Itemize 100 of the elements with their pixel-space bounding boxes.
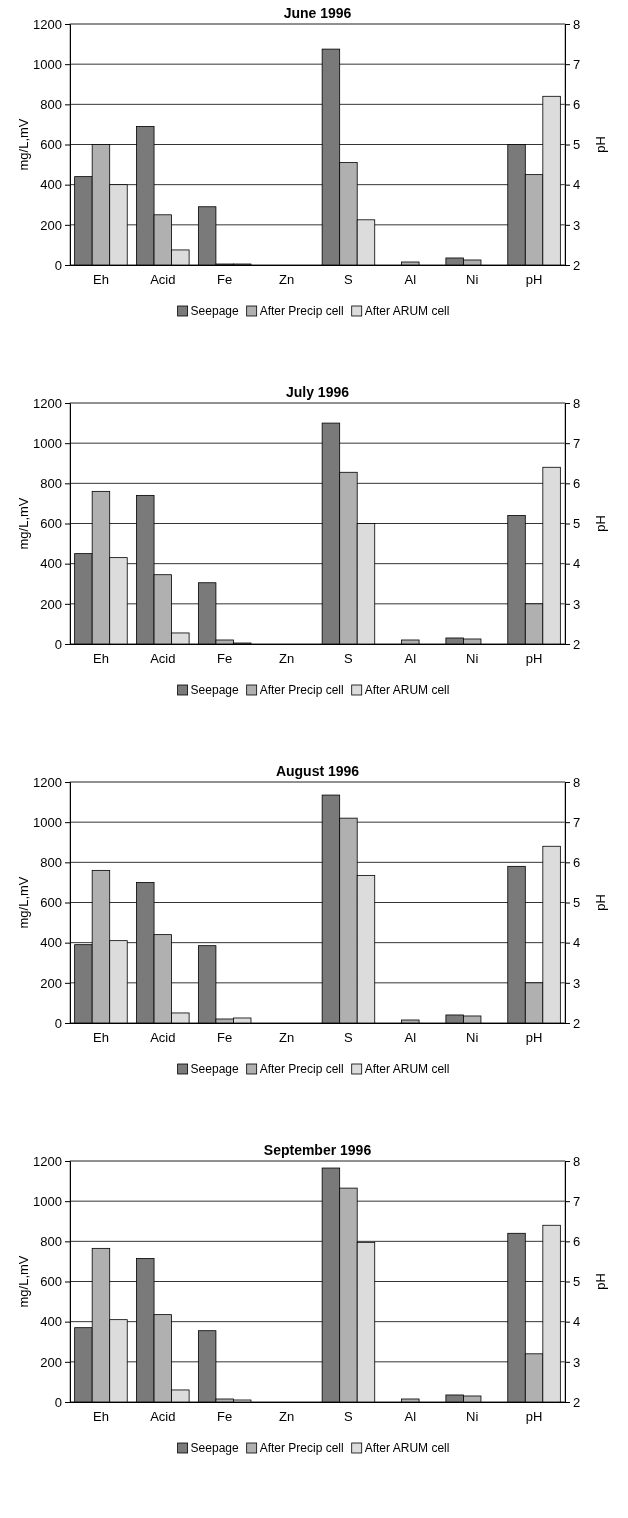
x-tick-label: Fe (217, 272, 233, 288)
x-tick-label: S (344, 1030, 354, 1046)
x-tick-label: Eh (92, 272, 109, 288)
y2-tick-label: 7 (573, 56, 581, 72)
x-tick-label: Al (404, 272, 417, 288)
legend-label: After ARUM cell (364, 1441, 450, 1455)
y2-tick-label: 6 (573, 1233, 581, 1249)
y-tick-label: 1000 (33, 56, 62, 72)
y-tick-label: 0 (54, 636, 62, 652)
x-tick-label: Fe (217, 651, 233, 667)
y2-axis-title: pH (593, 1273, 608, 1290)
y-tick-label: 0 (54, 1394, 62, 1410)
y2-tick-label: 6 (573, 475, 581, 491)
x-tick-label: Fe (217, 1409, 233, 1425)
y2-tick-label: 5 (573, 137, 581, 153)
y-axis-title: mg/L,mV (16, 1255, 31, 1308)
chart-title: August 1996 (275, 763, 360, 779)
y2-axis-title: pH (593, 136, 608, 153)
x-tick-label: pH (525, 1030, 543, 1046)
y-tick-label: 400 (40, 177, 62, 193)
y-axis-title: mg/L,mV (16, 118, 31, 171)
y-tick-label: 400 (40, 556, 62, 572)
y-axis-title: mg/L,mV (16, 876, 31, 929)
x-tick-label: Ni (466, 1030, 479, 1046)
x-tick-label: S (344, 651, 354, 667)
y2-tick-label: 8 (573, 395, 581, 411)
legend-label: After ARUM cell (364, 1062, 450, 1076)
x-tick-label: Acid (150, 1409, 176, 1425)
y2-axis-title: pH (593, 894, 608, 911)
y2-tick-label: 8 (573, 774, 581, 790)
y2-tick-label: 3 (573, 217, 581, 233)
y2-tick-label: 8 (573, 1153, 581, 1169)
legend-label: Seepage (190, 1441, 239, 1455)
y-tick-label: 200 (40, 975, 62, 991)
y-tick-label: 200 (40, 217, 62, 233)
y2-tick-label: 7 (573, 435, 581, 451)
y-tick-label: 0 (54, 1015, 62, 1031)
y2-tick-label: 8 (573, 16, 581, 32)
legend-label: After ARUM cell (364, 683, 450, 697)
y2-tick-label: 4 (573, 556, 581, 572)
y-axis-title: mg/L,mV (16, 497, 31, 550)
x-tick-label: Ni (466, 651, 479, 667)
y2-tick-label: 3 (573, 596, 581, 612)
y2-tick-label: 3 (573, 1354, 581, 1370)
y2-tick-label: 5 (573, 516, 581, 532)
legend-label: Seepage (190, 683, 239, 697)
y2-tick-label: 6 (573, 96, 581, 112)
y2-tick-label: 2 (573, 1394, 581, 1410)
legend-label: After Precip cell (259, 304, 344, 318)
y2-tick-label: 4 (573, 177, 581, 193)
y2-tick-label: 2 (573, 1015, 581, 1031)
y-tick-label: 1200 (33, 16, 62, 32)
x-tick-label: Ni (466, 1409, 479, 1425)
legend-label: After ARUM cell (364, 304, 450, 318)
x-tick-label: Acid (150, 651, 176, 667)
y-tick-label: 600 (40, 895, 62, 911)
x-tick-label: Zn (278, 1030, 295, 1046)
y2-tick-label: 4 (573, 1314, 581, 1330)
x-tick-label: Eh (92, 1030, 109, 1046)
y-tick-label: 600 (40, 1274, 62, 1290)
x-tick-label: Eh (92, 651, 109, 667)
legend-label: After Precip cell (259, 1441, 344, 1455)
x-tick-label: Al (404, 1409, 417, 1425)
x-tick-label: Al (404, 651, 417, 667)
legend-label: Seepage (190, 304, 239, 318)
y2-tick-label: 6 (573, 854, 581, 870)
y-tick-label: 1200 (33, 1153, 62, 1169)
x-tick-label: Al (404, 1030, 417, 1046)
x-tick-label: Zn (278, 1409, 295, 1425)
y2-tick-label: 2 (573, 257, 581, 273)
y-tick-label: 1200 (33, 395, 62, 411)
y2-tick-label: 5 (573, 1274, 581, 1290)
y2-tick-label: 7 (573, 1193, 581, 1209)
x-tick-label: S (344, 1409, 354, 1425)
y-tick-label: 1000 (33, 435, 62, 451)
y-tick-label: 600 (40, 516, 62, 532)
x-tick-label: Eh (92, 1409, 109, 1425)
y2-tick-label: 5 (573, 895, 581, 911)
y-tick-label: 200 (40, 1354, 62, 1370)
legend-label: Seepage (190, 1062, 239, 1076)
x-tick-label: pH (525, 651, 543, 667)
x-tick-label: Zn (278, 651, 295, 667)
x-tick-label: S (344, 272, 354, 288)
y2-tick-label: 2 (573, 636, 581, 652)
x-tick-label: pH (525, 272, 543, 288)
y-tick-label: 200 (40, 596, 62, 612)
x-tick-label: Acid (150, 1030, 176, 1046)
y-tick-label: 600 (40, 137, 62, 153)
y-tick-label: 400 (40, 935, 62, 951)
y2-tick-label: 7 (573, 814, 581, 830)
chart-title: September 1996 (263, 1142, 372, 1158)
legend-label: After Precip cell (259, 1062, 344, 1076)
y2-tick-label: 3 (573, 975, 581, 991)
x-tick-label: Acid (150, 272, 176, 288)
y-tick-label: 0 (54, 257, 62, 273)
y-tick-label: 800 (40, 1233, 62, 1249)
y-tick-label: 1000 (33, 1193, 62, 1209)
y-tick-label: 400 (40, 1314, 62, 1330)
x-tick-label: Ni (466, 272, 479, 288)
y-tick-label: 1000 (33, 814, 62, 830)
